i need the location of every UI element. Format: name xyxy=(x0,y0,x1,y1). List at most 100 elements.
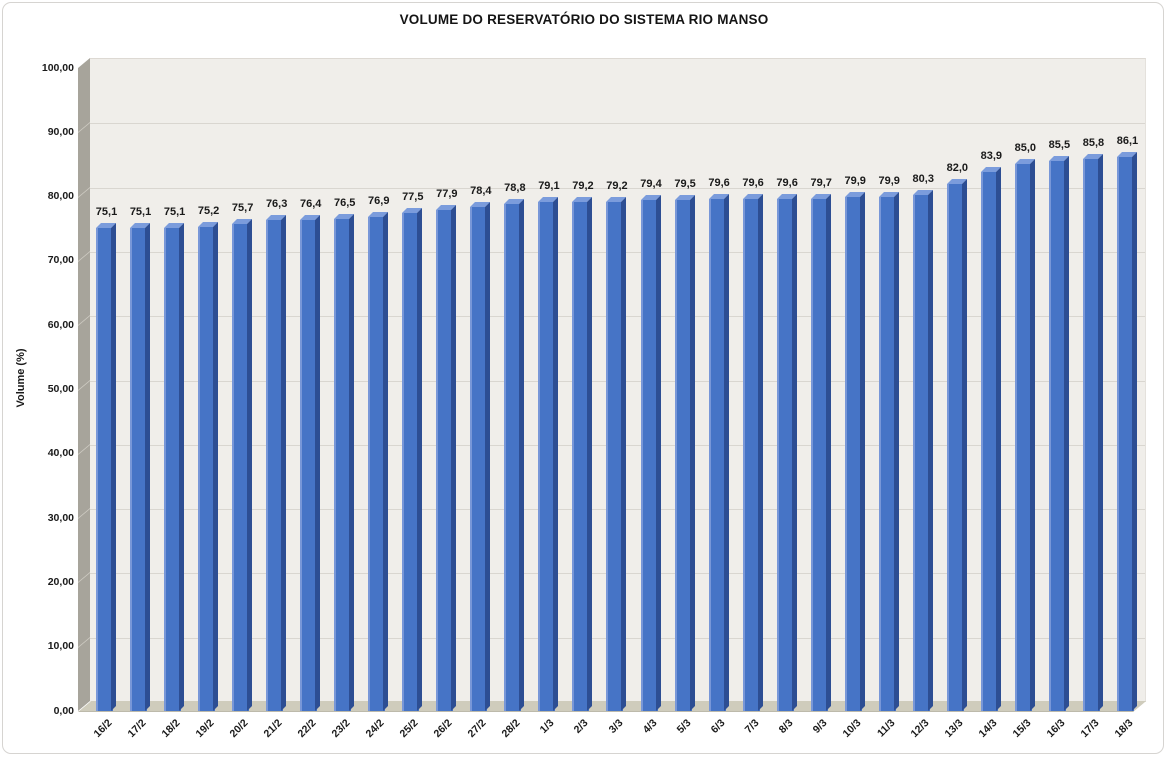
bar-value-label: 75,2 xyxy=(197,205,220,218)
bar-front-face xyxy=(878,197,896,711)
bar-front-face xyxy=(844,197,862,711)
bar xyxy=(742,194,763,711)
bar xyxy=(232,219,253,711)
bar-side-face xyxy=(417,207,423,711)
bar xyxy=(266,215,287,711)
bar-value-label: 79,9 xyxy=(844,175,866,188)
bar-front-face xyxy=(368,216,386,711)
bar-front-face xyxy=(1082,159,1100,711)
bar-front-face xyxy=(470,206,488,711)
y-tick-label: 80,00 xyxy=(47,190,74,203)
bar xyxy=(708,194,729,711)
side-wall-tick xyxy=(78,122,90,134)
y-axis-title: Volume (%) xyxy=(15,348,27,408)
bar-value-label: 78,8 xyxy=(504,182,526,195)
bar-front-face xyxy=(980,171,998,711)
bar xyxy=(572,196,593,711)
bar-value-label: 76,9 xyxy=(368,194,390,207)
bar-value-label: 85,5 xyxy=(1048,139,1071,152)
bar-value-label: 86,1 xyxy=(1116,135,1139,148)
bar-side-face xyxy=(179,223,185,711)
bar xyxy=(844,192,865,711)
x-tick-label: 5/3 xyxy=(674,717,694,736)
bar-side-face xyxy=(383,211,389,711)
y-tick-label: 70,00 xyxy=(47,254,74,267)
y-tick-label: 90,00 xyxy=(47,125,74,138)
bar xyxy=(878,192,899,711)
bar-side-face xyxy=(1097,154,1103,711)
side-wall-tick xyxy=(78,508,90,520)
bar-side-face xyxy=(281,215,287,711)
bar-value-label: 82,0 xyxy=(946,161,968,174)
bar xyxy=(912,189,933,711)
y-tick-label: 40,00 xyxy=(47,447,74,460)
bar-value-label: 75,1 xyxy=(129,206,152,219)
bar-value-label: 79,4 xyxy=(640,178,662,191)
bar-side-face xyxy=(757,194,763,711)
bar-value-label: 79,9 xyxy=(878,175,900,188)
bar-front-face xyxy=(402,212,420,711)
bar xyxy=(640,195,661,711)
bar-front-face xyxy=(640,200,658,711)
bar xyxy=(810,193,831,711)
bar xyxy=(334,214,355,711)
axis-side-wall-3d xyxy=(78,58,90,711)
side-wall-tick xyxy=(78,250,90,262)
bar xyxy=(538,197,559,711)
bar-value-label: 79,6 xyxy=(776,177,798,190)
bar-side-face xyxy=(723,194,729,711)
bar xyxy=(300,214,321,711)
bar-side-face xyxy=(315,214,321,711)
bar xyxy=(1082,154,1103,711)
bar-value-label: 76,5 xyxy=(334,197,356,210)
bar-side-face xyxy=(859,192,865,711)
bar xyxy=(980,166,1001,711)
bar-side-face xyxy=(553,197,559,711)
bar-front-face xyxy=(96,228,113,711)
bar-side-face xyxy=(825,193,831,711)
bar-front-face xyxy=(300,219,318,711)
bar-value-label: 85,8 xyxy=(1082,137,1105,150)
bar xyxy=(674,194,695,711)
side-wall-tick xyxy=(78,315,90,327)
bar-value-label: 75,1 xyxy=(163,206,186,219)
bar-side-face xyxy=(655,195,661,711)
bar-front-face xyxy=(1116,157,1134,711)
bar-value-label: 75,1 xyxy=(95,206,118,219)
bar-side-face xyxy=(111,223,116,711)
bar-side-face xyxy=(961,178,967,711)
bar-front-face xyxy=(912,194,930,711)
bar-front-face xyxy=(708,199,726,711)
bar-side-face xyxy=(451,205,457,711)
bar-value-label: 77,9 xyxy=(436,188,458,201)
bar-side-face xyxy=(1029,159,1035,711)
gridline xyxy=(90,123,1145,125)
bar-value-label: 83,9 xyxy=(980,149,1003,162)
bar xyxy=(164,223,185,711)
side-wall-tick xyxy=(78,379,90,391)
gridline xyxy=(90,187,1145,189)
bar-value-label: 78,4 xyxy=(470,184,492,197)
bar-front-face xyxy=(742,199,760,711)
y-tick-label: 60,00 xyxy=(47,318,74,331)
bar xyxy=(1116,152,1137,711)
bar xyxy=(1014,159,1035,711)
bar-front-face xyxy=(606,201,624,711)
chart-title: VOLUME DO RESERVATÓRIO DO SISTEMA RIO MA… xyxy=(399,12,769,27)
bar-side-face xyxy=(893,192,899,711)
bar-value-label: 77,5 xyxy=(402,190,424,203)
bar xyxy=(130,223,151,711)
bar-value-label: 75,7 xyxy=(231,202,254,215)
y-tick-label: 30,00 xyxy=(47,511,74,524)
y-tick-label: 10,00 xyxy=(47,640,74,653)
bar xyxy=(470,201,491,711)
bar-front-face xyxy=(164,228,182,711)
bar xyxy=(402,207,423,711)
bar-front-face xyxy=(810,198,828,711)
y-tick-label: 100,00 xyxy=(41,61,74,74)
bar-side-face xyxy=(485,201,491,711)
bar-side-face xyxy=(587,196,593,711)
bar-side-face xyxy=(247,219,253,711)
